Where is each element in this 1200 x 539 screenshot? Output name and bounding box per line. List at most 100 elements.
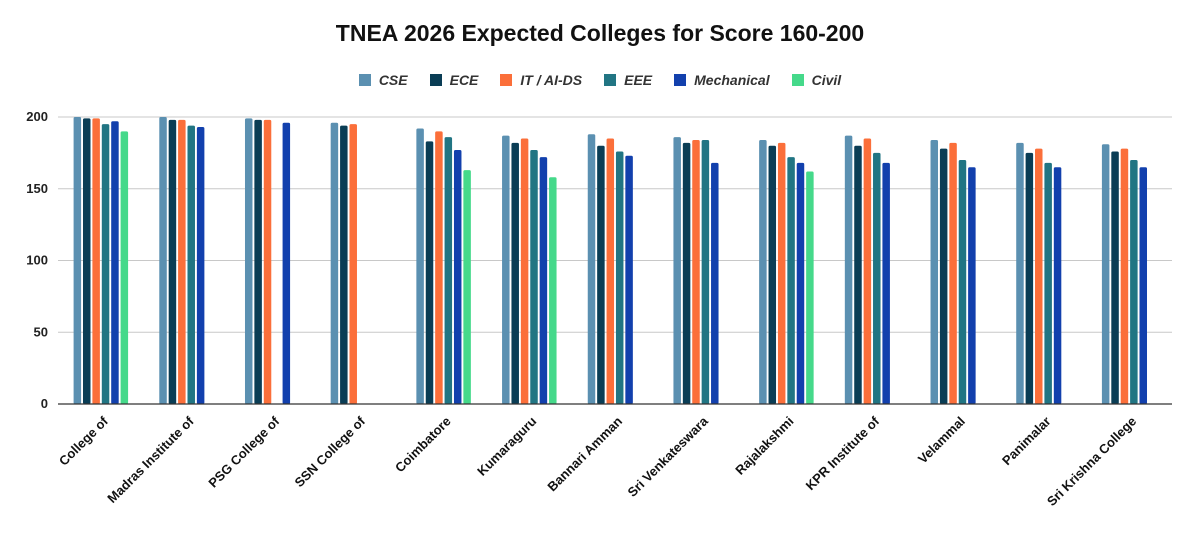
legend-label: CSE [378,72,408,88]
bar [796,162,805,404]
legend-swatch [604,74,617,86]
bar [435,131,443,404]
bar [1139,167,1148,404]
x-tick-label: Velammal [915,414,968,467]
legend-swatch [500,74,513,86]
legend-label: Mechanical [694,72,770,88]
bar [673,137,681,404]
x-tick-label: Rajalakshmi [732,414,796,478]
x-tick-label: PSG College of [205,413,282,490]
legend-label: ECE [449,72,479,88]
bar [1016,142,1024,404]
x-tick-label: Madras Institute of [104,413,197,506]
bar [1035,148,1043,404]
bar [1044,162,1052,404]
bar [196,127,205,405]
bar [425,141,434,404]
bar [463,170,471,404]
x-tick-label: College of [56,413,112,469]
bar [444,137,453,404]
bar [511,142,519,404]
bar [520,138,529,404]
legend-item: EEE [604,72,652,88]
bar [168,119,177,405]
bar [416,128,424,405]
bar [1130,160,1138,404]
y-tick-label: 50 [34,324,48,339]
bar [1120,148,1129,404]
legend-swatch [791,74,804,86]
bar [615,151,624,404]
bar [692,139,700,404]
x-tick-label: Panimalar [999,414,1054,469]
bar [244,118,253,404]
x-tick-label: Bannari Amman [544,413,625,494]
bar [806,171,814,404]
bar [1053,167,1062,404]
bar [254,119,262,405]
bar [73,117,82,404]
bar [873,152,881,404]
bar [968,167,976,404]
y-tick-label: 200 [26,109,48,124]
legend-label: EEE [624,72,653,88]
legend-swatch [674,74,687,86]
bar [101,124,110,405]
legend-item: CSE [358,72,408,88]
bar [958,160,967,404]
x-tick-label: Coimbatore [392,414,454,476]
bar [930,139,939,404]
bar [1025,152,1034,404]
bar [111,121,119,405]
bar [340,125,348,405]
y-tick-label: 100 [26,253,48,268]
bar [625,155,633,404]
bar [549,177,557,404]
bar [1111,151,1119,404]
bar [768,145,777,404]
legend-swatch [358,74,371,86]
bar [1101,144,1110,404]
bar [539,157,548,404]
x-tick-label: Sri Krishna College [1044,414,1139,509]
bar [882,162,890,404]
legend-item: IT / AI-DS [500,72,582,88]
chart-title: TNEA 2026 Expected Colleges for Score 16… [335,20,865,46]
legend-swatch [429,74,442,86]
bar [701,139,710,404]
bar [787,157,795,404]
bar [530,150,538,404]
bar [282,122,291,405]
bar [187,125,195,405]
bar [711,162,719,404]
x-tick-label: Sri Venkateswara [625,413,712,500]
chart-legend: CSE ECE IT / AI-DS EEE Mechanical Civil [0,72,1200,88]
legend-label: Civil [811,72,842,88]
bar [854,145,862,404]
bar [682,142,691,404]
bar [759,139,767,404]
bar [587,134,596,404]
legend-item: ECE [429,72,479,88]
x-tick-label: SSN College of [292,413,369,490]
bar [159,117,167,404]
y-tick-label: 150 [26,181,48,196]
bar [263,119,272,405]
bar [330,122,339,405]
x-tick-label: Kumaraguru [474,413,539,478]
bar [453,150,462,404]
bar [82,118,91,404]
bar [178,119,186,405]
legend-label: IT / AI-DS [520,72,583,88]
bar [939,148,948,404]
y-tick-label: 0 [41,396,48,411]
bar [349,124,357,405]
bar [949,142,957,404]
bar [863,138,872,404]
bar [502,135,510,404]
x-tick-label: KPR Institute of [803,413,883,493]
bar [597,145,605,404]
bar [120,131,129,404]
